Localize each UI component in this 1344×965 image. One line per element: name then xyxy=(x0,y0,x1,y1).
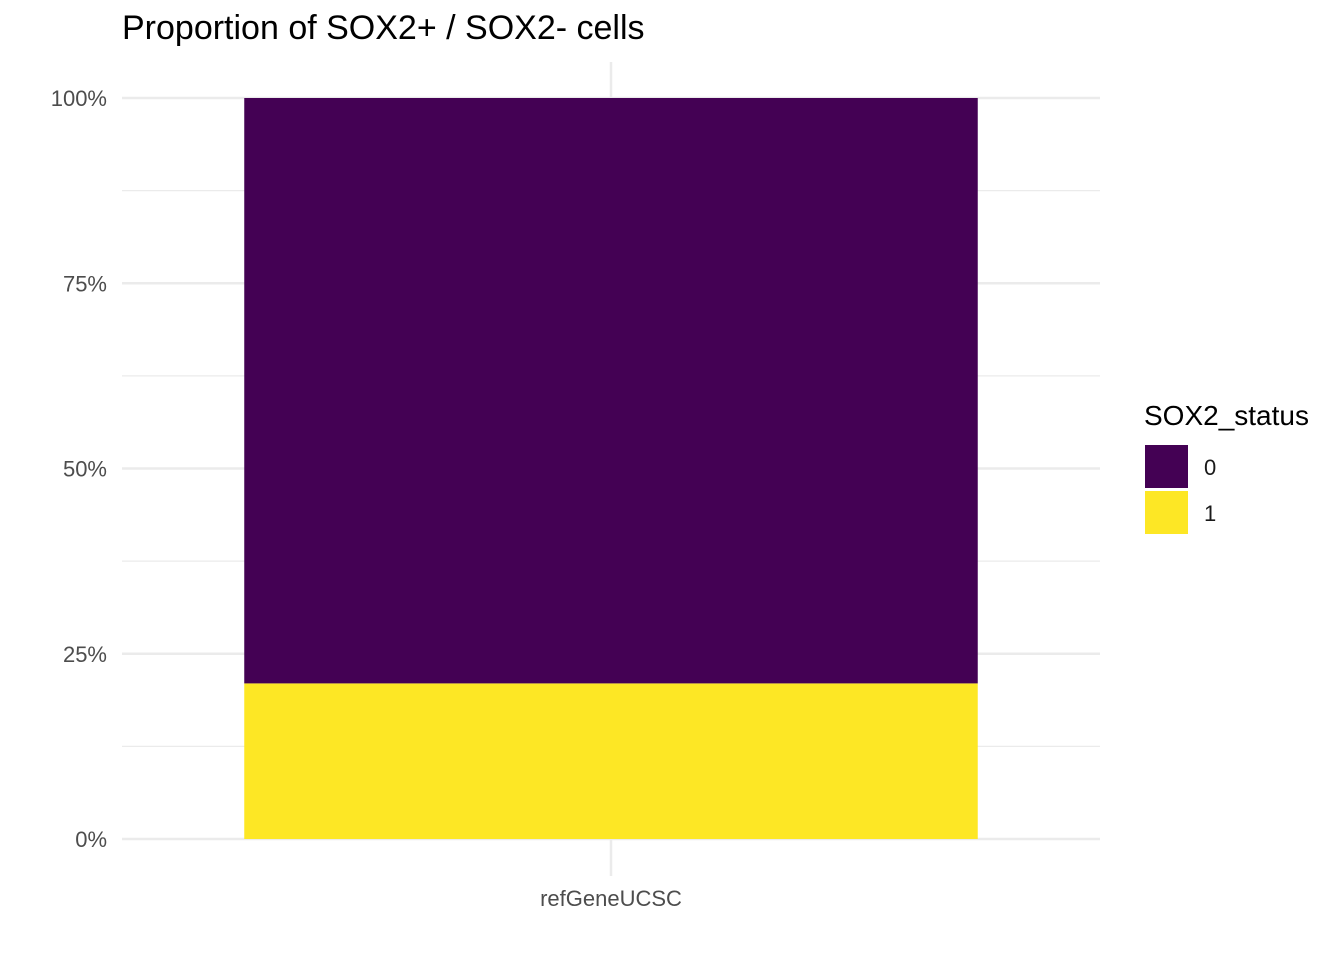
y-tick-label: 100% xyxy=(51,86,107,111)
chart-title: Proportion of SOX2+ / SOX2- cells xyxy=(122,9,645,47)
y-axis-ticks: 0% 25% 50% 75% 100% xyxy=(51,86,107,852)
legend-label-0: 0 xyxy=(1204,455,1216,480)
bar-segment-status-0 xyxy=(244,98,978,684)
y-tick-label: 25% xyxy=(63,642,107,667)
bar-layer xyxy=(244,98,978,839)
y-tick-label: 50% xyxy=(63,457,107,482)
x-tick-label: refGeneUCSC xyxy=(540,886,682,911)
legend-label-1: 1 xyxy=(1204,501,1216,526)
legend: SOX2_status 0 1 xyxy=(1144,400,1309,534)
legend-title: SOX2_status xyxy=(1144,400,1309,431)
x-axis-ticks: refGeneUCSC xyxy=(540,886,682,911)
legend-swatch-0 xyxy=(1145,445,1188,488)
y-tick-label: 75% xyxy=(63,271,107,296)
y-tick-label: 0% xyxy=(75,827,107,852)
legend-swatch-1 xyxy=(1145,491,1188,534)
bar-segment-status-1 xyxy=(244,683,978,839)
